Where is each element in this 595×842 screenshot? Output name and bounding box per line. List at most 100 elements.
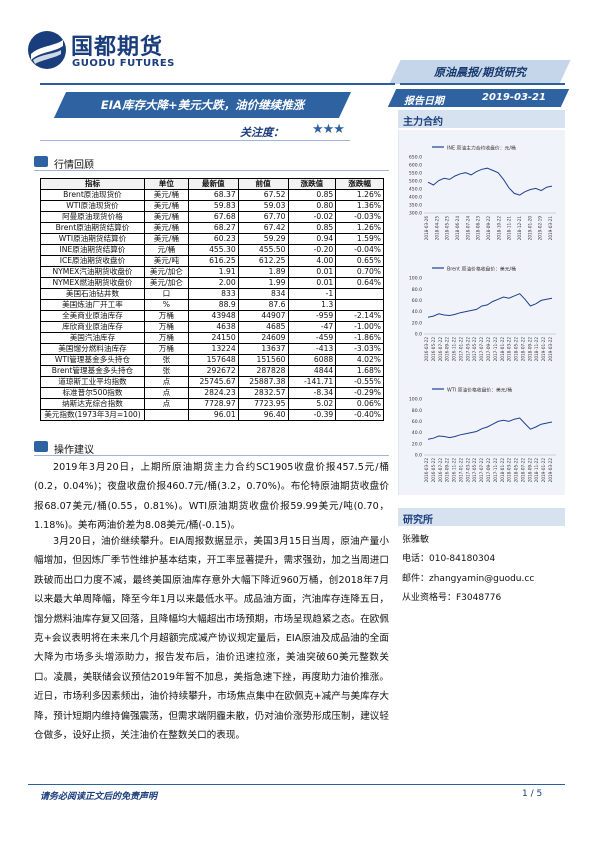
x-tick-label: 2018-05-22: [514, 337, 519, 362]
x-tick-label: 2019-01-22: [541, 458, 546, 483]
header-divider: [40, 83, 395, 85]
table-cell: 元/桶: [143, 244, 189, 256]
table-cell: 96.01: [187, 409, 239, 421]
logo-chinese-name: 国都期货: [71, 35, 164, 60]
x-tick-label: 2018-11-22: [534, 337, 539, 362]
analyst-license: 从业资格号：F3048776: [402, 593, 502, 603]
table-cell: -0.40%: [335, 409, 384, 421]
table-cell: 59.29: [237, 233, 289, 245]
section-rule: [34, 170, 389, 171]
x-tick-label: 2018-07-24: [465, 216, 470, 241]
table-cell: 25745.67: [187, 376, 239, 388]
table-cell: 0.80: [287, 200, 337, 212]
table-cell: 阿曼原油现货价格: [40, 211, 145, 223]
table-cell: 157648: [187, 354, 239, 366]
table-cell: -0.03%: [335, 211, 384, 223]
table-cell: -1: [287, 288, 337, 300]
market-table: 指标 单位 最新值 前值 涨跌值 涨跌幅 Brent原油现货价 美元/桶 68.37…: [40, 178, 384, 421]
y-tick-label: 350.0: [409, 203, 422, 209]
wti-price-chart: WTI 原油价格收盘价：美元/桶 100.0 80.0 60.0 40.0 20.0 0.0…: [409, 387, 556, 483]
table-cell: 万桶: [143, 321, 189, 333]
table-cell: NYMEX汽油期货收盘价: [40, 266, 145, 278]
price-line: [427, 167, 553, 196]
table-cell: 美元/桶: [143, 233, 189, 245]
table-cell: WTI原油期货结算价: [40, 233, 145, 245]
table-cell: Brent原油期货结算价: [40, 222, 145, 234]
x-tick-label: 2016-03-22: [424, 337, 429, 362]
x-tick-label: 2019-03-22: [548, 337, 553, 362]
y-tick-label: 650.0: [409, 155, 422, 161]
table-cell: 美国汽油库存: [40, 332, 145, 344]
table-row: WTI原油期货结算价 美元/桶 60.23 59.29 0.94 1.59%: [40, 233, 384, 245]
table-cell: 1.36%: [335, 200, 384, 212]
report-date-label: 报告日期: [404, 96, 444, 107]
table-cell: 美元/桶: [143, 200, 189, 212]
table-row: 美国炼油厂开工率% 88.9 87.6 1.3: [40, 299, 384, 311]
chart-legend: INE 原油主力合约收盘价：元/桶: [447, 145, 516, 152]
x-tick-label: 2019-01-22: [541, 337, 546, 362]
table-row: 阿曼原油现货价格 美元/桶 67.68 67.70 -0.02 -0.03%: [40, 211, 384, 223]
footer-divider: [28, 784, 565, 785]
table-cell: 67.70: [237, 211, 289, 223]
table-cell: -413: [287, 343, 337, 355]
x-tick-label: 2018-07-22: [520, 458, 525, 483]
advice-paragraph-2: 3月20日，油价继续攀升。EIA周报数据显示，美国3月15日当周，原油产量小幅增…: [34, 536, 389, 742]
table-cell: 美元/加仑: [143, 266, 189, 278]
x-tick-label: 2016-09-22: [445, 458, 450, 483]
x-tick-label: 2016-11-22: [452, 458, 457, 483]
x-tick-label: 2019-03-21: [548, 216, 553, 241]
section-rule: [34, 455, 389, 456]
table-cell: 1.91: [187, 266, 239, 278]
report-date-value: 2019-03-21: [482, 92, 546, 103]
table-cell: 96.40: [237, 409, 289, 421]
table-cell: 43948: [187, 310, 239, 322]
section-icon: [34, 441, 48, 452]
table-cell: 0.01: [287, 266, 337, 278]
table-cell: 2.00: [187, 277, 239, 289]
y-tick-label: 100.0: [409, 397, 422, 403]
y-tick-label: 80.0: [412, 408, 422, 414]
table-cell: 张: [143, 365, 189, 377]
table-row: Brent原油现货价 美元/桶 68.37 67.52 0.85 1.26%: [40, 189, 384, 201]
x-tick-label: 2016-05-22: [431, 458, 436, 483]
table-row: Brent原油期货结算价 美元/桶 68.27 67.42 0.85 1.26%: [40, 222, 384, 234]
table-cell: 0.65%: [335, 255, 384, 267]
analyst-email[interactable]: 邮件：zhangyamin@guodu.cc: [402, 574, 535, 584]
x-tick-label: 2017-07-22: [479, 337, 484, 362]
x-tick-label: 2016-05-22: [431, 337, 436, 362]
x-tick-label: 2017-07-22: [479, 458, 484, 483]
table-cell: -2.14%: [335, 310, 384, 322]
title-underline: [40, 140, 350, 141]
y-tick-label: 40.0: [412, 430, 422, 436]
table-cell: -459: [287, 332, 337, 344]
y-tick-label: 600.0: [409, 163, 422, 169]
chart-panel: [398, 130, 565, 495]
table-cell: 68.27: [187, 222, 239, 234]
logo-globe-icon: [28, 31, 66, 69]
chart-legend: WTI 原油价格收盘价：美元/桶: [447, 387, 512, 394]
table-cell: 1.68%: [335, 365, 384, 377]
x-tick-label: 2018-11-21: [507, 216, 512, 241]
x-tick-label: 2016-07-22: [438, 458, 443, 483]
x-tick-label: 2019-02-19: [538, 216, 543, 241]
table-cell: 1.3: [287, 299, 337, 311]
table-cell: -0.29%: [335, 387, 384, 399]
table-cell: 1.89: [237, 266, 289, 278]
table-cell: 7723.95: [237, 398, 289, 410]
table-cell: -141.71: [287, 376, 337, 388]
y-tick-label: 300.0: [409, 211, 422, 217]
company-logo: 国都期货 GUODU FUTURES: [27, 26, 189, 74]
x-tick-label: 2018-05-25: [445, 216, 450, 241]
table-cell: -0.55%: [335, 376, 384, 388]
x-tick-label: 2018-07-22: [520, 337, 525, 362]
table-row: WTI原油现货价 美元/桶 59.83 59.03 0.80 1.36%: [40, 200, 384, 212]
table-row: 美元指数(1973年3月=100) 96.01 96.40 -0.39 -0.40%: [40, 409, 384, 421]
footer-disclaimer[interactable]: 请务必阅读正文后的免责声明: [40, 792, 158, 802]
table-cell: Brent管理基金多头持仓: [40, 365, 145, 377]
report-title: EIA库存大降+美元大跌，油价继续推涨: [100, 98, 305, 112]
table-cell: 6088: [287, 354, 337, 366]
y-tick-label: 0.0: [415, 453, 422, 459]
price-line: [427, 417, 553, 440]
attention-label: 关注度：: [240, 126, 284, 139]
x-tick-label: 2018-10-22: [496, 216, 501, 241]
